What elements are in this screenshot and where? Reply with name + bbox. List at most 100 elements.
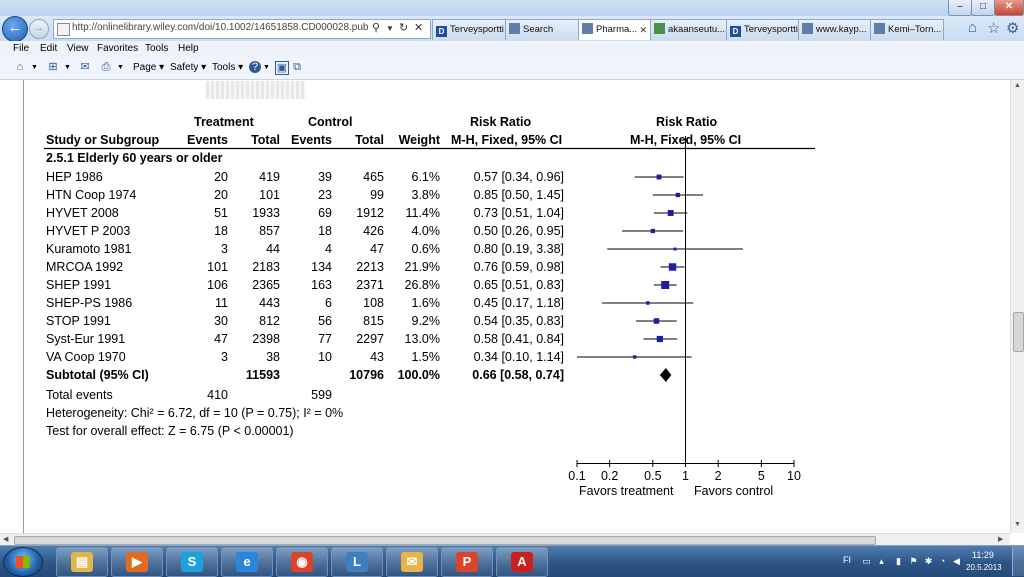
- vertical-scroll-thumb[interactable]: [1013, 312, 1024, 352]
- header-total-control: Total: [355, 133, 384, 147]
- total-events-control: 599: [311, 388, 332, 402]
- page-menu-button[interactable]: Page ▾: [133, 62, 165, 73]
- taskbar-app-chrome[interactable]: ◉: [276, 547, 328, 577]
- dropdown-arrow-icon[interactable]: ▼: [64, 64, 71, 71]
- clock-date[interactable]: 20.5.2013: [966, 563, 1002, 572]
- minimize-icon[interactable]: –: [948, 0, 972, 16]
- total-events-label: Total events: [46, 388, 113, 402]
- study-name: HTN Coop 1974: [46, 188, 137, 202]
- horizontal-scroll-thumb[interactable]: [14, 536, 876, 545]
- scroll-right-icon[interactable]: ▶: [998, 536, 1004, 543]
- taskbar-app-media-player[interactable]: ▶: [111, 547, 163, 577]
- treatment-events: 51: [214, 206, 228, 220]
- header-total-treatment: Total: [251, 133, 280, 147]
- refresh-icon[interactable]: ↻: [399, 22, 409, 34]
- wireless-icon[interactable]: ◔: [939, 556, 946, 566]
- settings-gear-icon[interactable]: ⚙: [1006, 20, 1020, 37]
- dropdown-arrow-icon[interactable]: ▼: [263, 64, 270, 71]
- treatment-total: 2398: [252, 332, 280, 346]
- tab-label: Search: [523, 24, 554, 35]
- page-icon: [802, 23, 813, 34]
- clipped-header-fragment: [206, 81, 306, 99]
- research-icon[interactable]: ▣: [275, 61, 289, 75]
- feeds-icon[interactable]: ⊞: [48, 61, 58, 73]
- home-icon[interactable]: ⌂: [968, 19, 978, 36]
- scroll-down-icon[interactable]: ▼: [1014, 521, 1021, 528]
- globe-icon: [654, 23, 665, 34]
- action-center-flag-icon[interactable]: ⚑: [909, 556, 918, 566]
- x-axis-tick-label: 0.5: [644, 469, 661, 483]
- menu-tools[interactable]: Tools: [145, 43, 169, 54]
- menu-view[interactable]: View: [67, 43, 89, 54]
- study-name: MRCOA 1992: [46, 260, 124, 274]
- browser-tab[interactable]: www.kayp...: [798, 19, 871, 40]
- browser-tab[interactable]: Search: [505, 19, 579, 40]
- tools-menu-button[interactable]: Tools ▾: [212, 62, 244, 73]
- control-events: 56: [318, 314, 332, 328]
- x-axis-tick-label: 0.2: [601, 469, 618, 483]
- horizontal-scrollbar[interactable]: ◀ ▶: [0, 533, 1010, 546]
- taskbar-app-pdf-reader[interactable]: A: [496, 547, 548, 577]
- study-weight: 3.8%: [411, 188, 441, 202]
- subtotal-treatment-total: 11593: [245, 368, 280, 382]
- scroll-left-icon[interactable]: ◀: [3, 536, 9, 543]
- translate-icon[interactable]: ⧉: [293, 61, 301, 73]
- vertical-scrollbar[interactable]: ▲ ▼: [1010, 80, 1024, 533]
- read-mail-icon[interactable]: ✉: [80, 61, 90, 73]
- taskbar-app-explorer[interactable]: ▤: [56, 547, 108, 577]
- taskbar-app-office-app[interactable]: L: [331, 547, 383, 577]
- start-button[interactable]: [3, 547, 43, 577]
- stop-icon[interactable]: ✕: [414, 22, 424, 34]
- show-hidden-icons-icon[interactable]: ▴: [879, 556, 884, 566]
- taskbar-app-presentation[interactable]: P: [441, 547, 493, 577]
- browser-tab[interactable]: D Terveysportti: [726, 19, 799, 40]
- study-weight: 0.6%: [411, 242, 441, 256]
- favors-control-label: Favors control: [694, 484, 774, 498]
- skype-icon: S: [181, 552, 203, 572]
- menu-favorites[interactable]: Favorites: [97, 43, 139, 54]
- favorites-star-icon[interactable]: ☆: [987, 20, 1001, 37]
- dropdown-arrow-icon[interactable]: ▼: [31, 64, 38, 71]
- back-arrow-icon[interactable]: ←: [2, 16, 28, 42]
- language-indicator[interactable]: FI: [843, 555, 851, 565]
- control-total: 2371: [356, 278, 384, 292]
- menu-help[interactable]: Help: [178, 43, 199, 54]
- close-icon[interactable]: ✕: [994, 0, 1024, 16]
- point-estimate-marker: [646, 301, 650, 305]
- maximize-icon[interactable]: □: [971, 0, 995, 16]
- show-desktop-button[interactable]: [1012, 546, 1024, 576]
- clock-time[interactable]: 11:29: [972, 550, 994, 560]
- dropdown-arrow-icon[interactable]: ▼: [386, 24, 394, 33]
- volume-icon[interactable]: ◀: [953, 556, 960, 566]
- treatment-events: 30: [214, 314, 228, 328]
- menu-edit[interactable]: Edit: [40, 43, 58, 54]
- address-url[interactable]: http://onlinelibrary.wiley.com/doi/10.10…: [72, 22, 368, 33]
- menu-file[interactable]: File: [13, 43, 30, 54]
- address-bar[interactable]: http://onlinelibrary.wiley.com/doi/10.10…: [53, 19, 431, 39]
- taskbar-app-internet-explorer[interactable]: e: [221, 547, 273, 577]
- window-title-bar: – □ ✕: [0, 0, 1024, 16]
- tab-close-icon[interactable]: ✕: [639, 25, 647, 35]
- study-weight: 1.6%: [411, 296, 441, 310]
- home-page-icon[interactable]: ⌂: [16, 61, 24, 73]
- search-icon[interactable]: ⚲: [372, 22, 381, 34]
- browser-tab[interactable]: Pharma... ✕: [578, 19, 651, 40]
- browser-tab[interactable]: Kemi–Torn...: [870, 19, 944, 40]
- tray-app-icon[interactable]: ✱: [924, 556, 933, 566]
- page-icon: [582, 23, 593, 34]
- forward-arrow-icon[interactable]: →: [29, 19, 49, 39]
- help-icon[interactable]: ?: [249, 61, 261, 73]
- control-events: 134: [311, 260, 332, 274]
- network-signal-icon[interactable]: ▮: [896, 556, 901, 566]
- browser-tab[interactable]: D Terveysportti: [432, 19, 506, 40]
- keyboard-icon[interactable]: ▭: [862, 556, 871, 566]
- dropdown-arrow-icon[interactable]: ▼: [117, 64, 124, 71]
- scroll-up-icon[interactable]: ▲: [1014, 82, 1021, 89]
- safety-menu-button[interactable]: Safety ▾: [170, 62, 207, 73]
- taskbar-app-outlook[interactable]: ✉: [386, 547, 438, 577]
- taskbar-app-skype[interactable]: S: [166, 547, 218, 577]
- header-events-treatment: Events: [187, 133, 228, 147]
- browser-tab[interactable]: akaanseutu...: [650, 19, 727, 40]
- control-events: 4: [325, 242, 332, 256]
- print-icon[interactable]: ⎙: [101, 61, 111, 73]
